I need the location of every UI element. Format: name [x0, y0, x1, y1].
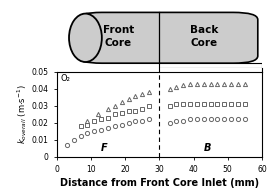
- Bar: [159, 63, 262, 68]
- Text: F: F: [101, 143, 108, 153]
- Text: O₂: O₂: [60, 74, 70, 83]
- Text: Back
Core: Back Core: [190, 25, 219, 48]
- X-axis label: Distance from Front Core Inlet (mm): Distance from Front Core Inlet (mm): [60, 178, 259, 188]
- Ellipse shape: [69, 14, 102, 62]
- Y-axis label: $k_{overall}\ \mathregular{(m{\cdot}s^{-1})}$: $k_{overall}\ \mathregular{(m{\cdot}s^{-…: [15, 84, 29, 144]
- FancyBboxPatch shape: [77, 12, 258, 63]
- Text: Front
Core: Front Core: [103, 25, 134, 48]
- Text: B: B: [204, 143, 211, 153]
